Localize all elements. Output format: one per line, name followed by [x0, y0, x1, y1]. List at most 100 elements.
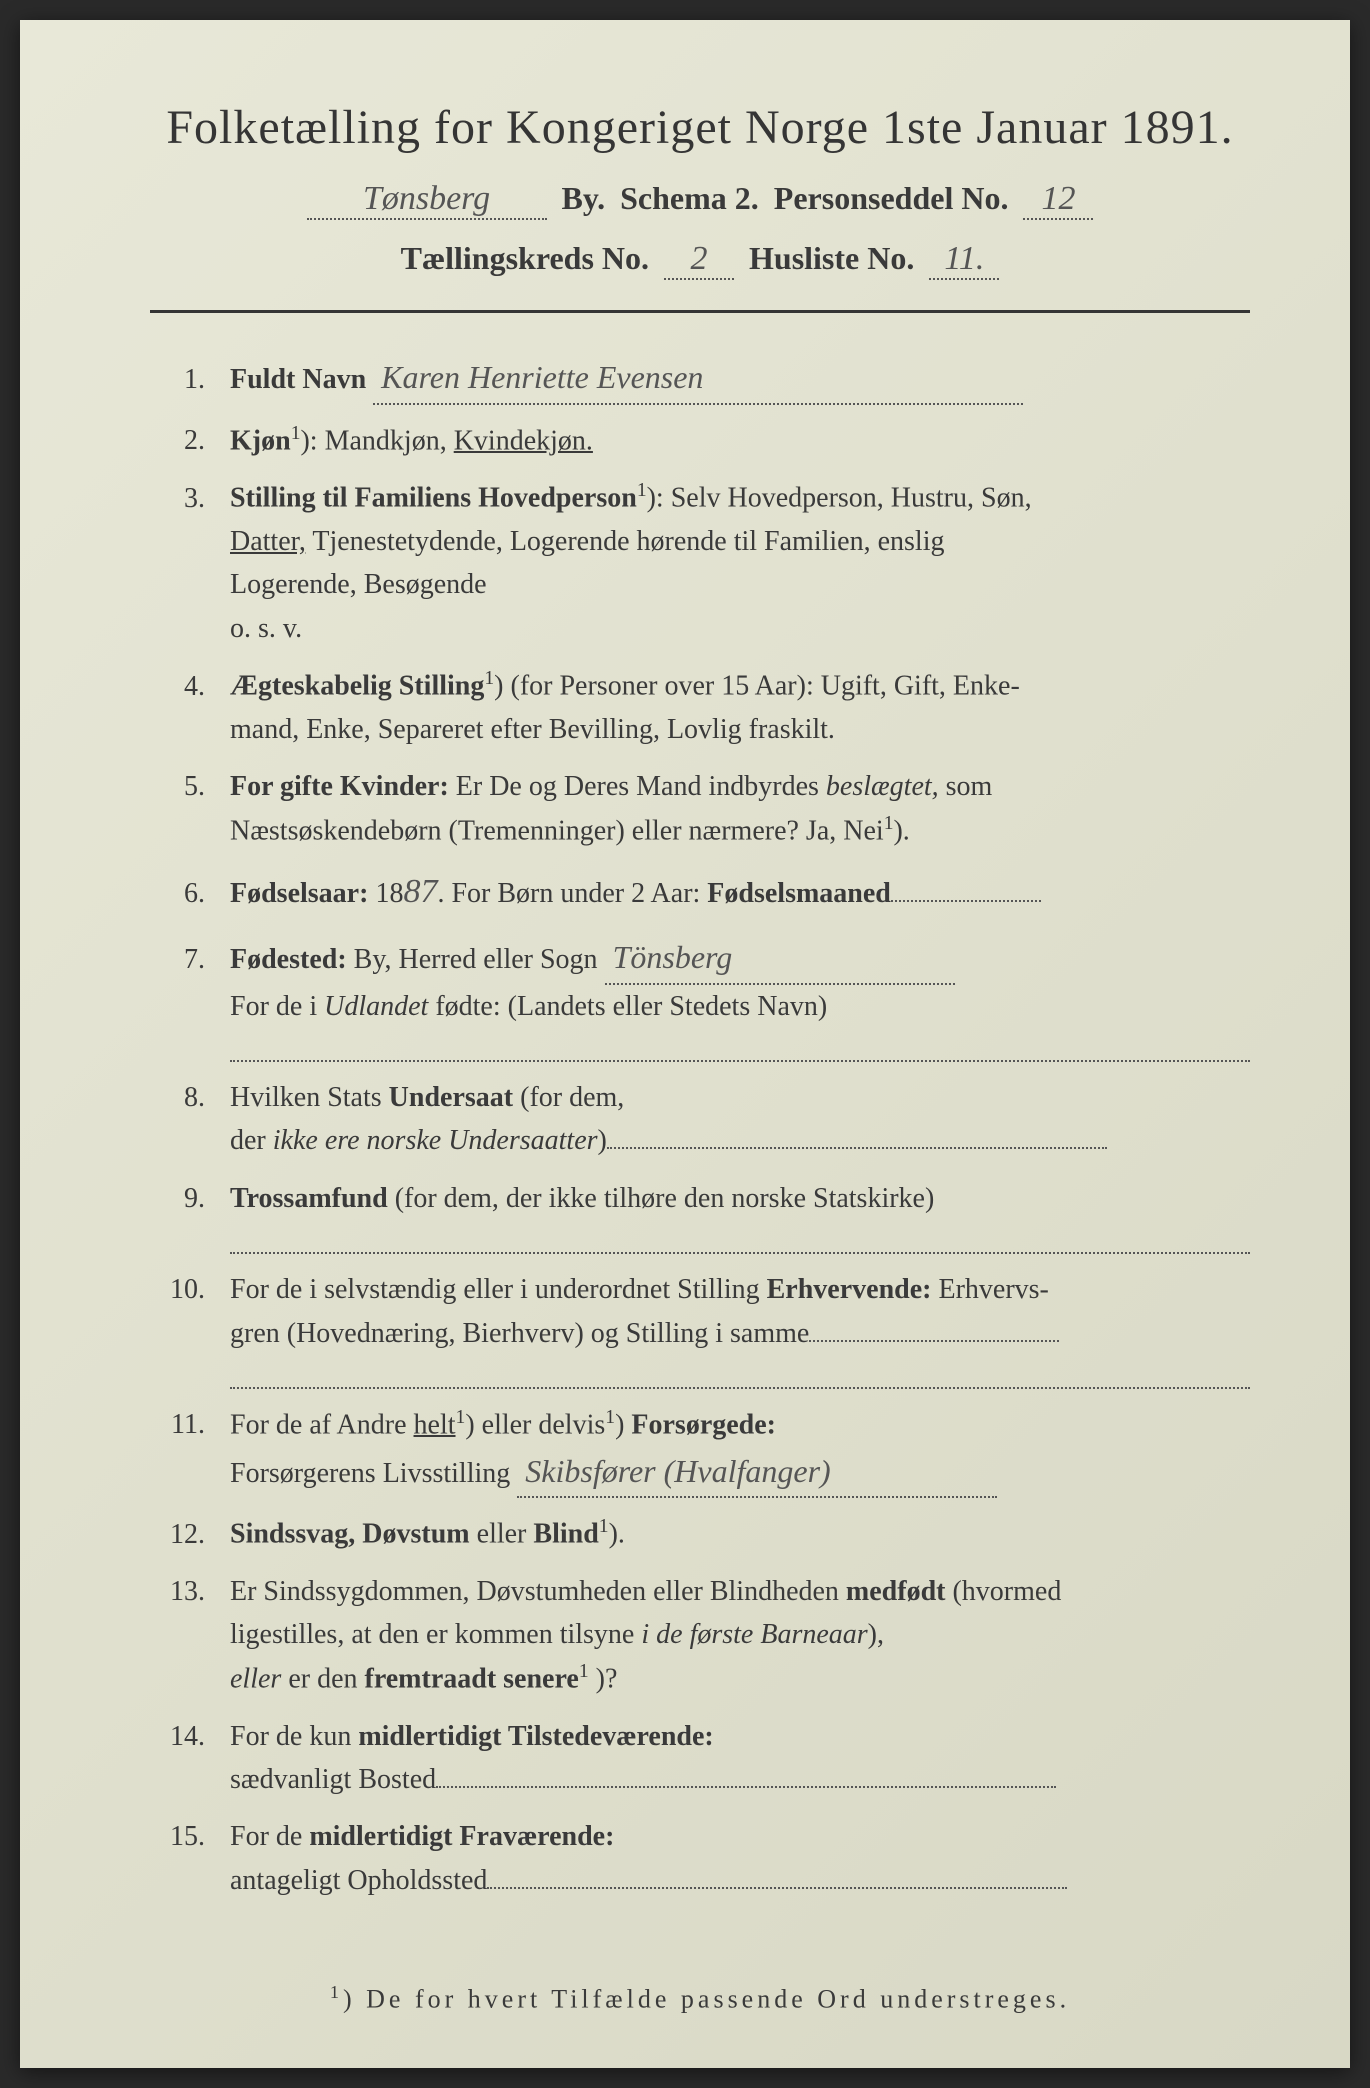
f6-label2: Fødselsmaaned	[707, 878, 891, 909]
field-num: 2.	[160, 419, 230, 462]
f7-line2b: Udlandet	[324, 991, 428, 1022]
f14-line2: sædvanligt Bosted	[230, 1764, 436, 1795]
f8-line2a: der	[230, 1125, 273, 1156]
field-num: 4.	[160, 665, 230, 708]
f3-underlined: Datter,	[230, 526, 306, 557]
f13-line2a: ligestilles, at den er kommen tilsyne	[230, 1619, 641, 1650]
f11-line2: Forsørgerens Livsstilling	[230, 1458, 510, 1489]
field-15: 15. For de midlertidigt Fraværende: anta…	[160, 1815, 1250, 1902]
field-label: For gifte Kvinder:	[230, 771, 449, 802]
f13-line3b: er den	[281, 1663, 364, 1694]
f5-line2: Næstsøskendebørn (Tremenninger) eller næ…	[230, 815, 884, 846]
f10-line1a: For de i selvstændig eller i underordnet…	[230, 1274, 767, 1305]
field-label: Fødested:	[230, 944, 347, 975]
birthplace-value: Tönsberg	[605, 933, 955, 985]
f8-line1: Hvilken Stats	[230, 1082, 389, 1113]
city-field: Tønsberg	[307, 180, 547, 220]
f14-blank	[436, 1786, 1056, 1788]
footnote-marker: 1	[330, 1982, 343, 2002]
f7-blank	[230, 1034, 1250, 1062]
field-11: 11. For de af Andre helt1) eller delvis1…	[160, 1403, 1250, 1498]
field-2: 2. Kjøn1): Mandkjøn, Kvindekjøn.	[160, 419, 1250, 463]
f11-line1d: Forsørgede:	[631, 1409, 776, 1440]
header-line-3: Tællingskreds No. 2 Husliste No. 11.	[150, 240, 1250, 280]
tallingskreds-label: Tællingskreds No.	[401, 240, 649, 277]
f15-line1a: For de	[230, 1821, 309, 1852]
f10-line1c: Erhvervs-	[931, 1274, 1048, 1305]
field-4: 4. Ægteskabelig Stilling1) (for Personer…	[160, 664, 1250, 751]
f3-line3: Logerende, Besøgende	[230, 569, 487, 600]
header-divider	[150, 310, 1250, 313]
field-num: 8.	[160, 1076, 230, 1119]
f13-line3d: )?	[589, 1663, 618, 1694]
field-3: 3. Stilling til Familiens Hovedperson1):…	[160, 476, 1250, 650]
field-1: 1. Fuldt Navn Karen Henriette Evensen	[160, 353, 1250, 405]
sex-underlined: Kvindekjøn.	[454, 425, 593, 456]
f3-line2: Tjenestetydende, Logerende hørende til F…	[306, 526, 945, 557]
f9-blank	[230, 1226, 1250, 1254]
personseddel-no: 12	[1023, 180, 1093, 220]
f15-line2: antageligt Opholdssted	[230, 1865, 487, 1896]
f11-line1a: For de af Andre	[230, 1409, 414, 1440]
field-14: 14. For de kun midlertidigt Tilstedevære…	[160, 1715, 1250, 1802]
tallingskreds-no: 2	[664, 240, 734, 280]
field-num: 9.	[160, 1177, 230, 1220]
birth-year: 87	[403, 873, 437, 910]
field-num: 6.	[160, 872, 230, 915]
field-num: 3.	[160, 477, 230, 520]
f13-line1b: medfødt	[846, 1576, 946, 1607]
form-body: 1. Fuldt Navn Karen Henriette Evensen 2.…	[150, 353, 1250, 1902]
schema-label: Schema 2.	[620, 180, 759, 217]
f7-line2a: For de i	[230, 991, 324, 1022]
field-num: 7.	[160, 938, 230, 981]
f11-u1: helt	[414, 1409, 456, 1440]
field-12: 12. Sindssvag, Døvstum eller Blind1).	[160, 1512, 1250, 1556]
field-13: 13. Er Sindssygdommen, Døvstumheden elle…	[160, 1570, 1250, 1701]
f13-line1a: Er Sindssygdommen, Døvstumheden eller Bl…	[230, 1576, 846, 1607]
f13-line3c: fremtraadt senere	[365, 1663, 579, 1694]
f4-line2: mand, Enke, Separeret efter Bevilling, L…	[230, 714, 835, 745]
field-num: 5.	[160, 765, 230, 808]
f8-line2b: ikke ere norske Undersaatter	[273, 1125, 598, 1156]
form-title: Folketælling for Kongeriget Norge 1ste J…	[150, 100, 1250, 155]
f10-line1b: Erhvervende:	[767, 1274, 932, 1305]
f10-blank1	[809, 1340, 1059, 1342]
f5-line1a: Er De og Deres Mand indbyrdes	[449, 771, 826, 802]
f12-label2: Blind	[533, 1519, 598, 1550]
f7-line2c: fødte: (Landets eller Stedets Navn)	[428, 991, 827, 1022]
f8-label: Undersaat	[389, 1082, 513, 1113]
field-9: 9. Trossamfund (for dem, der ikke tilhør…	[160, 1177, 1250, 1254]
f10-line2: gren (Hovednæring, Bierhverv) og Stillin…	[230, 1318, 809, 1349]
f6-after: . For Børn under 2 Aar:	[437, 878, 707, 909]
field-label: Ægteskabelig Stilling	[230, 671, 484, 702]
f7-line1: By, Herred eller Sogn	[347, 944, 598, 975]
field-7: 7. Fødested: By, Herred eller Sogn Tönsb…	[160, 933, 1250, 1062]
f8-blank	[607, 1147, 1107, 1149]
census-form-page: Folketælling for Kongeriget Norge 1ste J…	[20, 20, 1350, 2068]
field-6: 6. Fødselsaar: 1887. For Børn under 2 Aa…	[160, 866, 1250, 919]
header-line-2: Tønsberg By. Schema 2. Personseddel No. …	[150, 180, 1250, 220]
field-num: 1.	[160, 358, 230, 401]
f13-line2c: ),	[868, 1619, 884, 1650]
f14-line1b: midlertidigt Tilstedeværende:	[358, 1721, 713, 1752]
f13-line3a: eller	[230, 1663, 281, 1694]
f10-blank2	[230, 1361, 1250, 1389]
field-label: Kjøn	[230, 425, 291, 456]
birth-month	[891, 900, 1041, 902]
field-label: Fuldt Navn	[230, 364, 366, 395]
full-name-value: Karen Henriette Evensen	[373, 353, 1023, 405]
f8-line1b: (for dem,	[513, 1082, 624, 1113]
field-label: Sindssvag, Døvstum	[230, 1519, 470, 1550]
field-10: 10. For de i selvstændig eller i underor…	[160, 1268, 1250, 1389]
f9-text: (for dem, der ikke tilhøre den norske St…	[388, 1183, 935, 1214]
f11-line1b: ) eller delvis	[465, 1409, 605, 1440]
field-num: 12.	[160, 1513, 230, 1556]
form-header: Folketælling for Kongeriget Norge 1ste J…	[150, 100, 1250, 280]
field-label: Fødselsaar:	[230, 878, 368, 909]
f15-blank	[487, 1887, 1067, 1889]
personseddel-label: Personseddel No.	[774, 180, 1009, 217]
field-5: 5. For gifte Kvinder: Er De og Deres Man…	[160, 765, 1250, 852]
f13-line1c: (hvormed	[945, 1576, 1061, 1607]
f11-line1c: )	[615, 1409, 631, 1440]
field-text: ): Mandkjøn,	[300, 425, 453, 456]
